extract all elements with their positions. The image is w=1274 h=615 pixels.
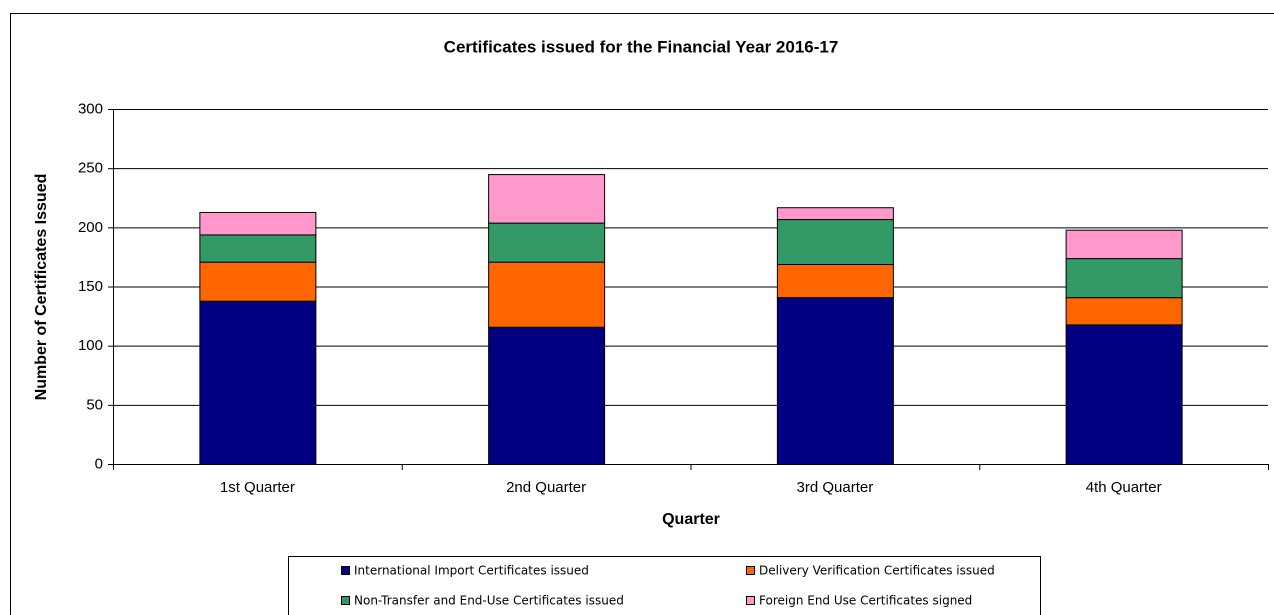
bar-segment (776, 297, 894, 465)
legend-swatch (746, 596, 755, 605)
x-axis-title: Quarter (662, 511, 720, 528)
bar-segment (199, 261, 317, 302)
y-tick-label: 250 (78, 160, 103, 177)
y-tick-label: 150 (78, 278, 103, 295)
bar-segment (1065, 297, 1183, 326)
x-tick-label: 3rd Quarter (797, 479, 874, 496)
y-tick-label: 0 (95, 455, 103, 472)
legend-label: Delivery Verification Certificates issue… (759, 564, 995, 578)
bar-segment (488, 174, 606, 224)
legend-label: International Import Certificates issued (354, 564, 589, 578)
bar-segment (488, 326, 606, 465)
legend: International Import Certificates issued… (341, 564, 995, 608)
chart-title: Certificates issued for the Financial Ye… (444, 37, 839, 56)
x-tick-label: 2nd Quarter (506, 479, 586, 496)
bar-segment (199, 211, 317, 236)
y-tick-label: 300 (78, 100, 103, 117)
bar-segment (488, 222, 606, 263)
x-tick-label: 1st Quarter (220, 479, 295, 496)
legend-box (288, 556, 1041, 615)
bar-segment (1065, 324, 1183, 465)
y-tick-label: 100 (78, 337, 103, 354)
bar-segment (199, 300, 317, 466)
legend-label: Non-Transfer and End-Use Certificates is… (354, 594, 624, 608)
y-tick-label: 200 (78, 219, 103, 236)
bar-segment (1065, 229, 1183, 260)
bar-segment (199, 234, 317, 263)
legend-swatch (341, 566, 350, 575)
bar-segment (776, 207, 894, 221)
bar-segment (488, 261, 606, 328)
y-tick-label: 50 (86, 396, 103, 413)
bar-segment (1065, 258, 1183, 299)
x-tick-label: 4th Quarter (1086, 479, 1162, 496)
legend-swatch (341, 596, 350, 605)
legend-swatch (746, 566, 755, 575)
legend-label: Foreign End Use Certificates signed (759, 594, 972, 608)
bar-segment (776, 264, 894, 299)
y-axis-title: Number of Certificates Issued (33, 174, 50, 401)
bar-segment (776, 219, 894, 266)
